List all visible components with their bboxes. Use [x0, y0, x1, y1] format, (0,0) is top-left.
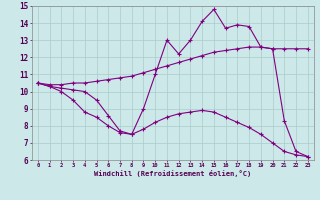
- X-axis label: Windchill (Refroidissement éolien,°C): Windchill (Refroidissement éolien,°C): [94, 170, 252, 177]
